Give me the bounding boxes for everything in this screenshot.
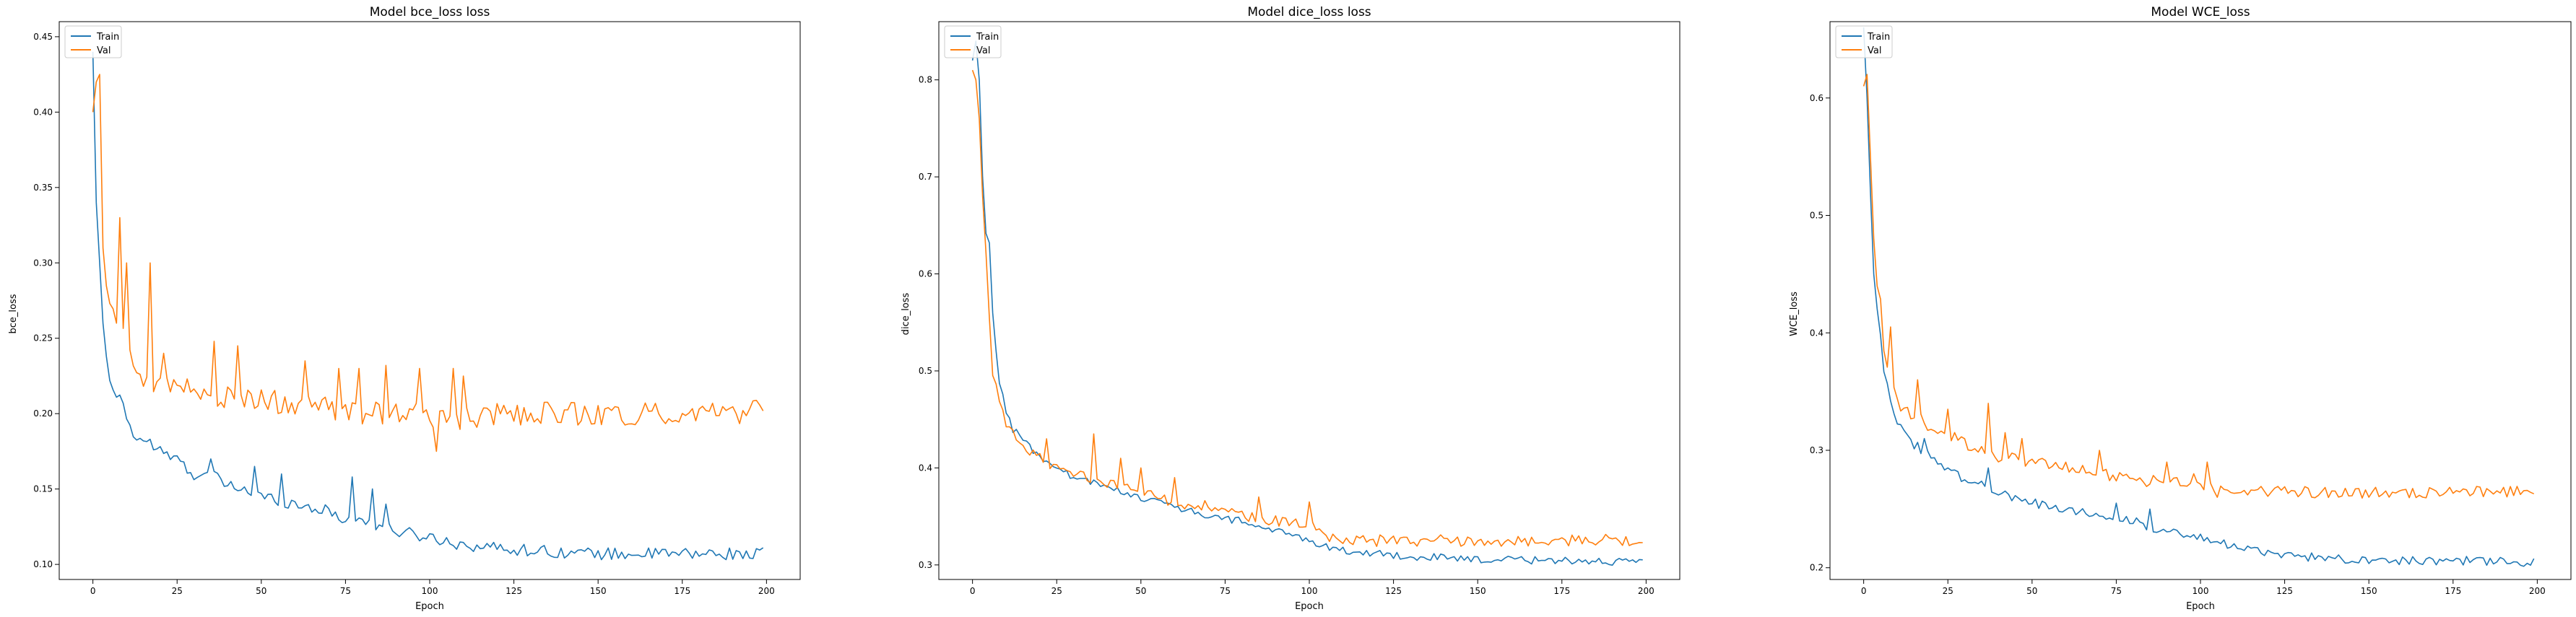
x-tick-label: 25: [1051, 586, 1062, 596]
y-tick-label: 0.6: [1810, 93, 1823, 103]
y-tick-label: 0.35: [33, 183, 53, 193]
x-tick-label: 150: [1470, 586, 1486, 596]
x-tick-label: 100: [422, 586, 438, 596]
legend-val-label: Val: [1868, 45, 1881, 56]
legend: Train Val: [944, 25, 1002, 58]
y-tick-label: 0.8: [919, 75, 932, 85]
panel-dice-loss: Model dice_loss loss 0 25 50 75 100 125 150 175…: [901, 5, 1681, 612]
series-line-train: [92, 51, 764, 561]
x-tick-label: 100: [2193, 586, 2209, 596]
x-tick-label: 175: [2445, 586, 2461, 596]
x-tick-label: 75: [1220, 586, 1231, 596]
panel-bce-loss: Model bce_loss loss 0 25 50 75 100 125 150 175 2…: [8, 5, 801, 612]
y-tick-label: 0.5: [1810, 211, 1823, 221]
x-tick-label: 175: [674, 586, 690, 596]
x-tick-label: 50: [1135, 586, 1146, 596]
panel-title: Model WCE_loss: [2151, 5, 2250, 19]
y-tick-label: 0.7: [919, 172, 932, 182]
y-axis-label: bce_loss: [8, 294, 19, 333]
axes-frame: [938, 21, 1681, 580]
axes-frame: [1829, 21, 2572, 580]
x-tick-label: 200: [758, 586, 775, 596]
x-tick-label: 100: [1301, 586, 1318, 596]
x-tick-label: 125: [2276, 586, 2293, 596]
y-tick-label: 0.3: [1810, 445, 1823, 455]
y-tick-label: 0.40: [33, 107, 53, 117]
y-tick-label: 0.5: [919, 366, 932, 376]
y-axis-label: dice_loss: [901, 292, 911, 335]
x-tick-label: 0: [1861, 586, 1867, 596]
legend: Train Val: [1835, 25, 1893, 58]
x-tick-label: 175: [1553, 586, 1570, 596]
x-tick-label: 75: [2111, 586, 2122, 596]
x-tick-label: 200: [2529, 586, 2546, 596]
x-tick-label: 150: [2361, 586, 2377, 596]
x-tick-label: 200: [1638, 586, 1655, 596]
series-line-val: [1862, 74, 2535, 499]
x-tick-label: 125: [1385, 586, 1402, 596]
panel-wce-loss: Model WCE_loss 0 25 50 75 100 125 150 175 200 0.2…: [1789, 5, 2572, 612]
x-tick-label: 50: [2026, 586, 2037, 596]
series-line-val: [971, 69, 1643, 548]
x-tick-label: 50: [256, 586, 266, 596]
y-tick-label: 0.4: [919, 463, 932, 473]
y-tick-label: 0.30: [33, 258, 53, 268]
x-axis-label: Epoch: [415, 601, 444, 612]
x-tick-label: 0: [970, 586, 976, 596]
x-tick-label: 25: [1943, 586, 1953, 596]
series-line-train: [1862, 27, 2535, 567]
legend-val-label: Val: [976, 45, 990, 56]
y-tick-label: 0.2: [1810, 563, 1823, 573]
y-tick-label: 0.6: [919, 269, 932, 279]
panel-title: Model dice_loss loss: [1247, 5, 1371, 19]
x-tick-label: 125: [506, 586, 522, 596]
x-tick-label: 0: [90, 586, 96, 596]
y-tick-label: 0.3: [919, 560, 932, 570]
x-axis-label: Epoch: [1295, 601, 1324, 612]
x-tick-label: 150: [590, 586, 607, 596]
series-line-train: [971, 40, 1643, 566]
y-tick-label: 0.4: [1810, 328, 1823, 338]
legend-train-label: Train: [1867, 32, 1890, 43]
axes-frame: [58, 21, 801, 580]
legend-train-label: Train: [976, 32, 999, 43]
legend: Train Val: [64, 25, 122, 58]
y-tick-label: 0.20: [33, 408, 53, 419]
x-axis-label: Epoch: [2186, 601, 2215, 612]
y-tick-label: 0.45: [33, 32, 53, 42]
x-tick-label: 25: [172, 586, 183, 596]
legend-val-label: Val: [97, 45, 110, 56]
y-tick-label: 0.10: [33, 559, 53, 569]
y-tick-label: 0.25: [33, 333, 53, 343]
x-tick-label: 75: [340, 586, 351, 596]
y-tick-label: 0.15: [33, 484, 53, 494]
y-axis-label: WCE_loss: [1789, 292, 1800, 336]
legend-train-label: Train: [96, 32, 119, 43]
series-line-val: [92, 74, 764, 452]
panel-title: Model bce_loss loss: [370, 5, 490, 19]
